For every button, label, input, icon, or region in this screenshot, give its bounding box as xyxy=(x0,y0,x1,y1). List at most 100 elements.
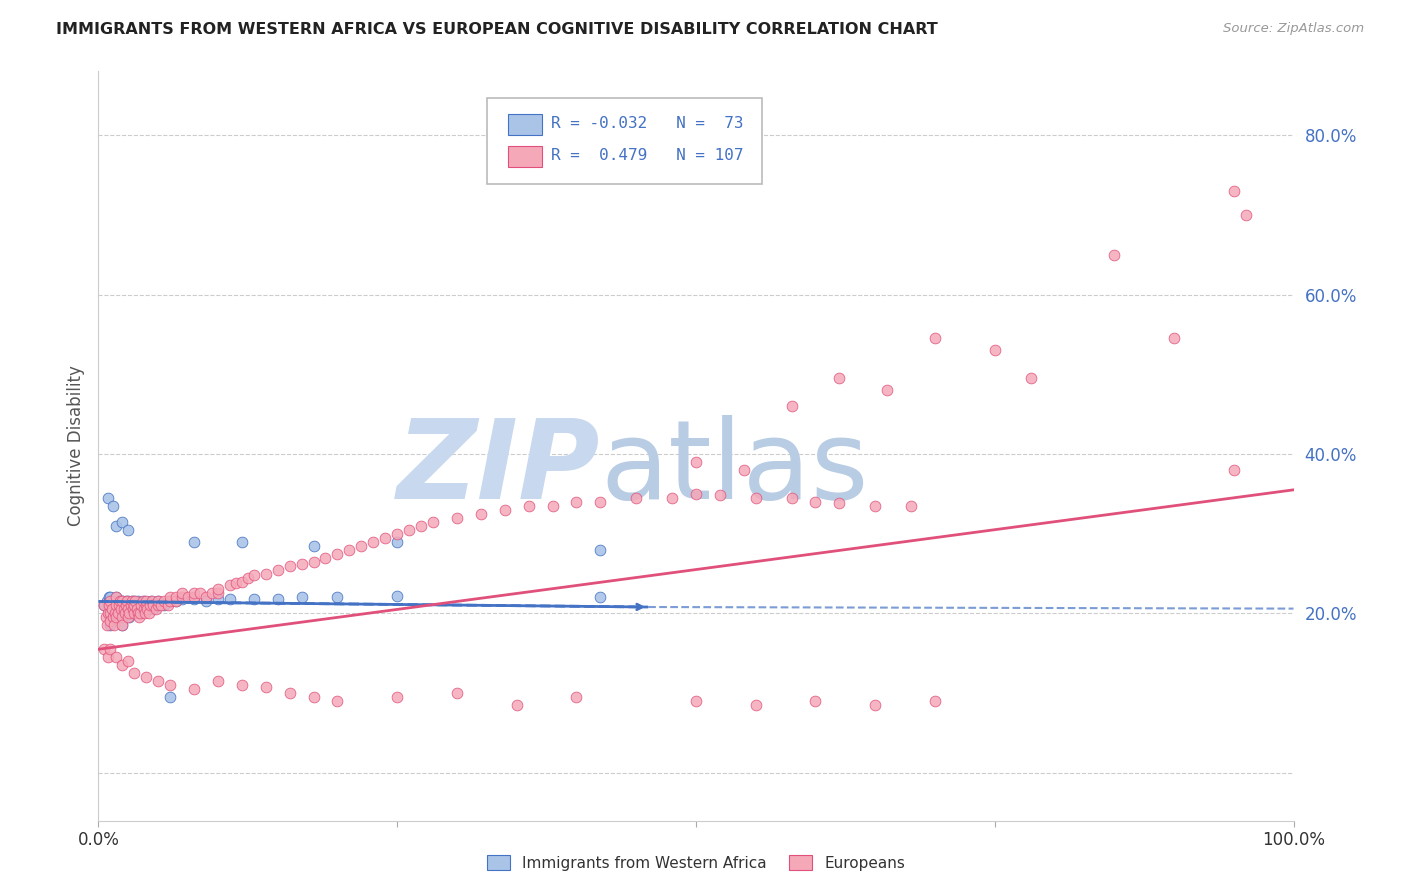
Point xyxy=(138,607,160,621)
Point xyxy=(98,618,122,632)
Point xyxy=(231,678,253,692)
Point xyxy=(135,599,157,613)
Point xyxy=(745,698,768,712)
Point xyxy=(225,576,247,591)
Point xyxy=(115,594,138,608)
Point xyxy=(115,599,138,613)
Point xyxy=(129,607,152,621)
Point xyxy=(984,343,1007,358)
Point xyxy=(159,678,181,692)
Point xyxy=(103,618,125,632)
Point xyxy=(302,690,325,704)
Point xyxy=(183,592,205,607)
Bar xyxy=(509,145,541,167)
Point xyxy=(101,594,124,608)
Point xyxy=(100,602,122,616)
Point xyxy=(142,602,165,616)
Point xyxy=(267,563,290,577)
Point xyxy=(172,592,194,607)
Point xyxy=(148,594,170,608)
Point xyxy=(98,615,122,629)
Point xyxy=(565,690,588,704)
Point xyxy=(685,487,707,501)
Point xyxy=(626,491,648,505)
Text: R = -0.032   N =  73: R = -0.032 N = 73 xyxy=(551,116,744,131)
Point xyxy=(374,531,396,545)
Point xyxy=(141,594,163,608)
Point xyxy=(165,591,187,605)
Point xyxy=(125,599,148,613)
Point xyxy=(207,592,229,607)
Point xyxy=(98,594,122,608)
Point xyxy=(207,586,229,600)
Point xyxy=(132,602,155,616)
Point xyxy=(125,602,148,616)
Point xyxy=(172,591,194,605)
Point xyxy=(124,607,146,621)
Point xyxy=(107,607,129,621)
Point xyxy=(153,594,176,608)
Point xyxy=(117,654,139,668)
Point xyxy=(541,499,564,513)
Point xyxy=(135,670,157,684)
Point xyxy=(117,610,139,624)
Point xyxy=(506,698,529,712)
Point xyxy=(589,542,612,557)
Point xyxy=(127,594,149,608)
Point xyxy=(134,607,156,621)
Point xyxy=(111,610,134,624)
Point xyxy=(105,594,128,608)
Point xyxy=(98,591,122,605)
Point xyxy=(219,592,242,607)
Point xyxy=(165,594,187,608)
Text: atlas: atlas xyxy=(600,415,869,522)
Point xyxy=(108,594,131,608)
Point xyxy=(470,507,492,521)
Point xyxy=(103,602,125,616)
Point xyxy=(159,594,181,608)
Text: ZIP: ZIP xyxy=(396,415,600,522)
Point xyxy=(93,599,115,613)
Point xyxy=(98,607,122,621)
Point xyxy=(124,602,146,616)
Legend: Immigrants from Western Africa, Europeans: Immigrants from Western Africa, European… xyxy=(481,848,911,877)
Point xyxy=(111,602,134,616)
Point xyxy=(517,499,540,513)
Point xyxy=(446,510,468,524)
Point xyxy=(278,558,301,573)
Point xyxy=(104,607,127,621)
Point xyxy=(120,599,142,613)
Point xyxy=(117,599,139,613)
FancyBboxPatch shape xyxy=(486,97,762,184)
Point xyxy=(97,607,120,621)
Point xyxy=(111,594,134,608)
Point xyxy=(183,534,205,549)
Point xyxy=(98,594,122,608)
Point xyxy=(148,674,170,689)
Point xyxy=(243,568,266,582)
Point xyxy=(172,586,194,600)
Text: IMMIGRANTS FROM WESTERN AFRICA VS EUROPEAN COGNITIVE DISABILITY CORRELATION CHAR: IMMIGRANTS FROM WESTERN AFRICA VS EUROPE… xyxy=(56,22,938,37)
Point xyxy=(105,610,128,624)
Point xyxy=(291,557,314,571)
Point xyxy=(153,599,176,613)
Point xyxy=(589,495,612,509)
Point xyxy=(876,383,898,397)
Point xyxy=(494,502,516,516)
Point xyxy=(326,591,349,605)
Point xyxy=(111,610,134,624)
Point xyxy=(104,607,127,621)
Point xyxy=(733,463,755,477)
Point xyxy=(122,602,145,616)
Point xyxy=(1223,463,1246,477)
Point xyxy=(446,686,468,700)
Point xyxy=(142,599,165,613)
Point xyxy=(138,599,160,613)
Point xyxy=(183,586,205,600)
Point xyxy=(422,515,444,529)
Point xyxy=(111,618,134,632)
Point xyxy=(107,599,129,613)
Point xyxy=(105,599,128,613)
Point xyxy=(114,599,136,613)
Point xyxy=(115,594,138,608)
